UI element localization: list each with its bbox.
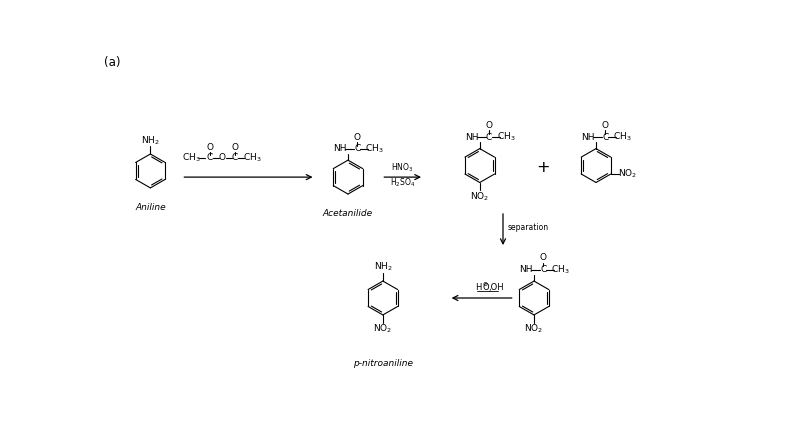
Text: ,OH: ,OH [488,283,504,292]
Text: NO$_2$: NO$_2$ [374,322,393,335]
Text: p-nitroaniline: p-nitroaniline [353,359,413,368]
Text: O: O [483,283,490,292]
Text: NH$_2$: NH$_2$ [374,261,392,273]
Text: O: O [602,121,609,130]
Text: HNO$_3$: HNO$_3$ [391,162,414,174]
Text: NO$_2$: NO$_2$ [524,322,544,335]
Text: NH: NH [582,132,595,141]
Text: C: C [540,265,546,274]
Text: O: O [231,143,238,152]
Text: O: O [219,154,226,163]
Text: +: + [537,160,550,175]
Text: CH$_3$: CH$_3$ [242,152,262,164]
Text: ⊖: ⊖ [482,282,488,287]
Text: H$_2$SO$_4$: H$_2$SO$_4$ [390,176,415,189]
Text: CH$_3$: CH$_3$ [497,131,515,143]
Text: CH$_3$: CH$_3$ [365,142,384,155]
Text: CH$_3$: CH$_3$ [182,152,201,164]
Text: NH: NH [466,132,478,141]
Text: NO$_2$: NO$_2$ [470,190,490,203]
Text: NO$_2$: NO$_2$ [618,168,638,180]
Text: C: C [207,154,213,163]
Text: O: O [540,253,547,262]
Text: Aniline: Aniline [135,203,166,212]
Text: O: O [354,132,361,141]
Text: O: O [486,121,493,130]
Text: C: C [354,144,361,153]
Text: (a): (a) [104,56,121,69]
Text: CH$_3$: CH$_3$ [551,263,570,276]
Text: O: O [206,143,214,152]
Text: NH$_2$: NH$_2$ [141,135,160,147]
Text: C: C [232,154,238,163]
Text: C: C [486,132,492,141]
Text: NH: NH [334,144,347,153]
Text: NH: NH [519,265,533,274]
Text: CH$_3$: CH$_3$ [613,131,632,143]
Text: H: H [475,283,482,292]
Text: C: C [602,132,609,141]
Text: separation: separation [508,223,549,232]
Text: Acetanilide: Acetanilide [323,209,373,218]
